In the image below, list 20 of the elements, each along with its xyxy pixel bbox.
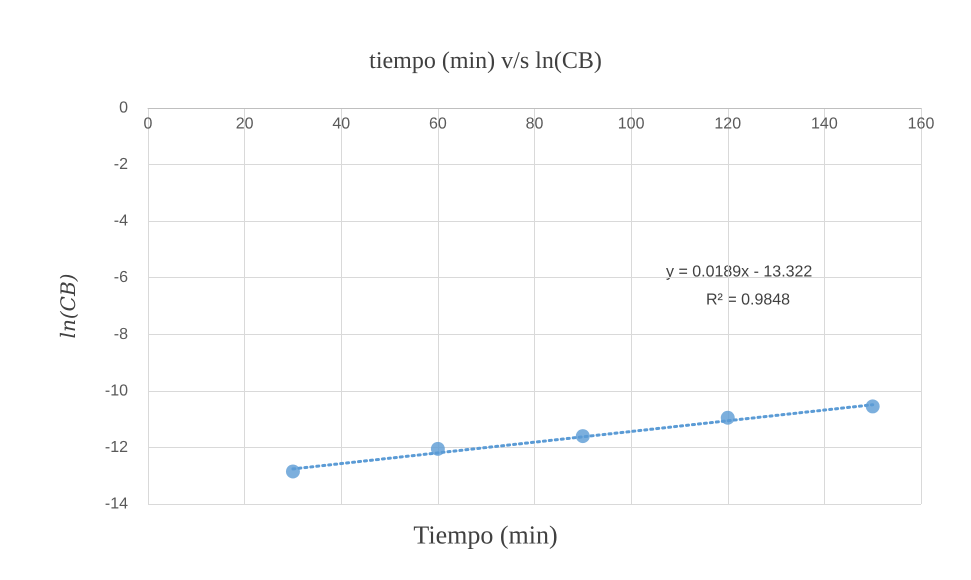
- y-tick-label: 0: [119, 100, 128, 116]
- chart-title: tiempo (min) v/s ln(CB): [369, 48, 602, 74]
- x-tick-label: 100: [618, 116, 645, 132]
- x-tick-label: 0: [144, 116, 153, 132]
- x-tick-label: 40: [332, 116, 350, 132]
- x-tick-label: 140: [811, 116, 838, 132]
- y-tick-label: -10: [104, 382, 128, 400]
- x-tick-label: 60: [428, 116, 447, 132]
- y-axis-title: ln(CB): [56, 274, 80, 338]
- x-tick-label: 20: [236, 116, 254, 132]
- y-tick-label: -8: [114, 326, 128, 343]
- x-tick-label: 120: [714, 116, 742, 132]
- y-tick-label: -4: [114, 212, 128, 230]
- y-tick-label: -14: [104, 496, 128, 512]
- y-tick-label: -2: [114, 156, 128, 174]
- x-tick-label: 160: [908, 116, 934, 132]
- x-axis-title: Tiempo (min): [413, 520, 558, 550]
- y-tick-label: -12: [104, 438, 128, 456]
- y-tick-label: -6: [114, 269, 128, 286]
- x-tick-label: 80: [526, 116, 544, 132]
